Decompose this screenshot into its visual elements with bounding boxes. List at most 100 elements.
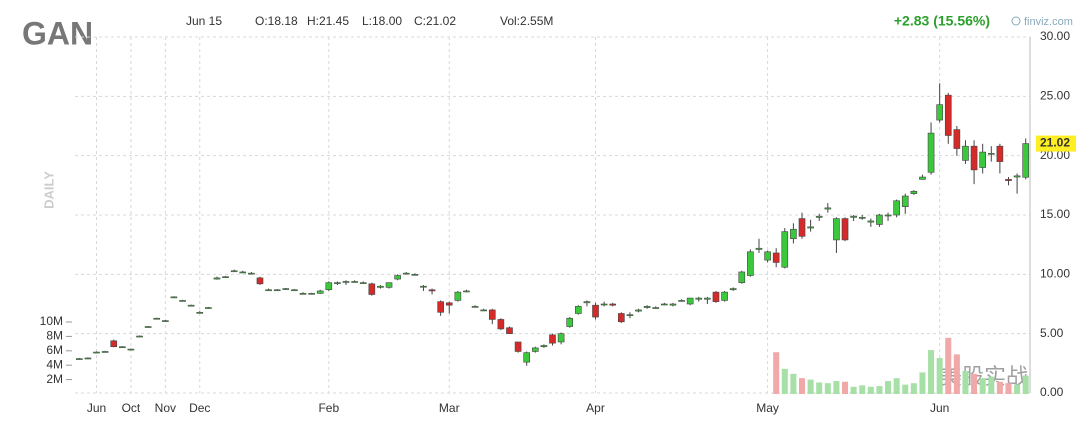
candle-body	[772, 252, 780, 263]
source: finviz.com	[1024, 16, 1073, 28]
candle-body	[93, 351, 100, 354]
volume-bar	[842, 381, 849, 394]
volume-tick-label: 8M	[46, 329, 63, 343]
candle-body	[265, 289, 272, 292]
volume-bar	[1022, 375, 1029, 394]
candle-body	[514, 341, 522, 352]
candle-body	[540, 345, 548, 348]
volume-bar	[919, 372, 926, 394]
candle-body	[213, 277, 221, 280]
y-tick-label: 5.00	[1040, 326, 1064, 340]
x-tick-label: Jun	[930, 401, 949, 415]
candle-body	[962, 145, 969, 161]
volume-bar	[953, 354, 960, 394]
y-tick-label: 15.00	[1040, 207, 1070, 221]
candle-body	[833, 218, 840, 241]
candle-body	[1013, 175, 1021, 178]
candle-body	[445, 302, 453, 306]
candle-body	[299, 293, 307, 295]
volume-tick-label: 4M	[46, 357, 63, 371]
candle-body	[798, 218, 806, 237]
candle-body	[755, 247, 763, 250]
x-tick-label: Oct	[122, 401, 141, 415]
candle-body	[248, 272, 255, 275]
last-price-box	[1036, 135, 1076, 152]
candle-body	[170, 296, 178, 299]
candle-body	[454, 291, 462, 301]
candle-body	[618, 313, 625, 323]
candle-body	[678, 300, 685, 302]
candle-body	[239, 271, 247, 274]
candle-body	[661, 303, 668, 306]
candle-body	[273, 289, 281, 292]
plot: 0.005.0010.0015.0020.0025.0030.002M4M6M8…	[40, 29, 1076, 415]
candle-body	[308, 293, 315, 295]
candle-body	[205, 307, 212, 309]
low-info: L:18.00	[362, 14, 402, 28]
candle-body	[781, 231, 789, 268]
volume-bar	[1014, 384, 1021, 394]
candle-body	[807, 226, 814, 229]
candle-body	[686, 297, 694, 305]
candle-body	[144, 326, 152, 328]
source-icon	[1011, 16, 1021, 26]
period: DAILY	[41, 171, 56, 209]
volume-bar	[833, 381, 840, 394]
candle-body	[119, 346, 126, 349]
last-price: 21.02	[1040, 136, 1070, 150]
candle-body	[557, 333, 565, 343]
volume-bar	[781, 368, 788, 394]
candle-body	[566, 317, 574, 327]
volume-bar	[850, 386, 857, 394]
change: +2.83 (15.56%)	[894, 13, 990, 29]
volume-bar	[798, 378, 806, 394]
x-tick-label: Apr	[586, 401, 605, 415]
x-tick-label: Jun	[87, 401, 106, 415]
candle-body	[334, 282, 341, 284]
candle-body	[531, 347, 539, 352]
candle-body	[394, 275, 401, 280]
candle-body	[574, 306, 582, 314]
candle-body	[420, 285, 427, 288]
candle-body	[351, 281, 358, 283]
candle-body	[600, 303, 608, 306]
volume-bar	[824, 383, 831, 394]
ticker: GAN	[22, 15, 93, 51]
candle-body	[867, 220, 875, 223]
candle-body	[1022, 143, 1030, 178]
volume-bar	[902, 384, 909, 394]
candle-body	[695, 297, 703, 300]
candle-body	[919, 176, 926, 180]
candle-body	[385, 282, 393, 288]
candle-body	[488, 309, 496, 320]
candle-body	[996, 145, 1004, 162]
candle-body	[944, 94, 952, 136]
candle-body	[764, 251, 771, 261]
candle-body	[282, 288, 290, 290]
volume-bar	[979, 378, 986, 394]
candle-body	[729, 288, 737, 291]
volume-bar	[876, 386, 883, 394]
candle-body	[411, 274, 419, 276]
candle-body	[256, 277, 264, 285]
candle-body	[101, 351, 109, 353]
candle-body	[187, 304, 195, 307]
candle-body	[669, 303, 677, 306]
candle-body	[549, 334, 556, 344]
candle-body	[179, 300, 186, 302]
candle-body	[712, 291, 720, 302]
candle-body	[230, 270, 238, 273]
volume-bar	[988, 376, 995, 394]
candle-body	[368, 283, 376, 295]
candle-body	[936, 104, 943, 121]
candle-body	[592, 304, 599, 318]
candle-body	[901, 195, 909, 207]
volume-bar	[971, 373, 978, 394]
candle-body	[876, 214, 883, 225]
volume-bar	[928, 350, 935, 394]
candle-body	[75, 358, 83, 360]
candle-body	[377, 285, 384, 288]
candle-body	[497, 319, 505, 330]
candle-body	[480, 309, 487, 312]
